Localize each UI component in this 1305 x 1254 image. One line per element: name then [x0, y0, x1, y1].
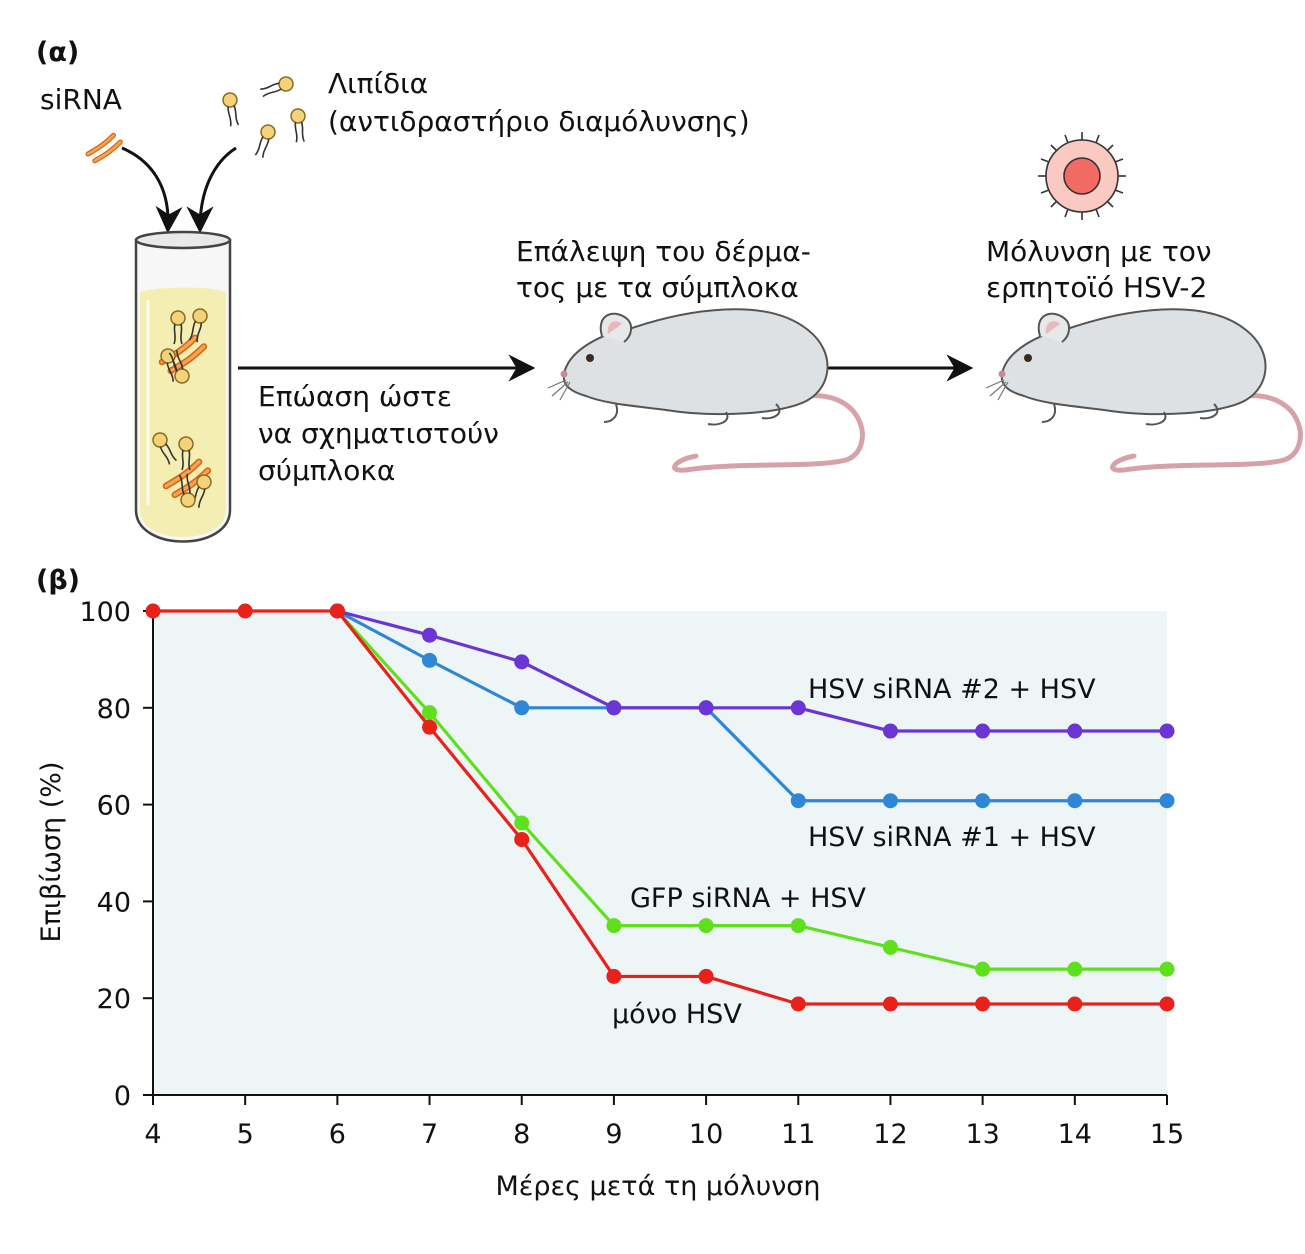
data-point [606, 700, 622, 716]
series-label-sirna2: HSV siRNA #2 + HSV [808, 674, 1096, 705]
data-point [329, 603, 345, 619]
virus-icon [1038, 132, 1126, 220]
x-tick-label: 9 [605, 1119, 622, 1150]
series-line [153, 609, 1167, 1006]
y-tick-label: 40 [97, 887, 131, 918]
y-tick-label: 0 [114, 1081, 131, 1112]
data-point [514, 654, 530, 670]
data-point [698, 968, 714, 984]
survival-chart: 0 20 40 60 80 100 4 5 6 7 8 9 10 11 12 13 14 15 HSV siRNA… [36, 597, 1184, 1202]
series-line [336, 609, 1167, 803]
x-tick-label: 4 [144, 1119, 161, 1150]
data-point [1067, 996, 1083, 1012]
series-line [336, 609, 1167, 733]
data-point [975, 723, 991, 739]
panel-a-label: (α) [36, 37, 80, 68]
data-point [882, 996, 898, 1012]
lipid-molecules-icon [221, 74, 309, 160]
data-point [975, 793, 991, 809]
sirna-arrow [121, 146, 183, 234]
x-tick-label: 14 [1058, 1119, 1092, 1150]
data-point [514, 815, 530, 831]
x-tick-label: 10 [689, 1119, 723, 1150]
x-axis-title: Μέρες μετά τη μόλυνση [495, 1171, 820, 1202]
data-point [606, 918, 622, 934]
skin-application-label: Επάλειψη του δέρμα- τος με τα σύμπλοκα [516, 235, 811, 305]
x-tick-label: 13 [965, 1119, 999, 1150]
series-label-gfp: GFP siRNA + HSV [630, 883, 867, 914]
data-point [145, 603, 161, 619]
sirna-strand-icon [88, 135, 120, 161]
plot-background [153, 611, 1167, 1095]
x-tick-label: 11 [781, 1119, 815, 1150]
lipids-sublabel: (αντιδραστήριο διαμόλυνσης) [328, 105, 750, 138]
series-layer [145, 603, 1175, 1012]
data-point [1067, 961, 1083, 977]
data-point [790, 918, 806, 934]
y-tick-label: 100 [79, 597, 131, 628]
series-3 [145, 603, 1175, 1012]
data-point [698, 918, 714, 934]
y-tick-label: 20 [97, 984, 131, 1015]
incubation-label: Επώαση ώστε να σχηματιστούν σύμπλοκα [258, 380, 499, 488]
test-tube-icon [134, 230, 232, 543]
data-point [1159, 793, 1175, 809]
data-point [514, 700, 530, 716]
y-tick-label: 60 [97, 791, 131, 822]
x-tick-label: 12 [873, 1119, 907, 1150]
mouse-treated-icon [548, 309, 862, 470]
data-point [975, 961, 991, 977]
data-point [422, 705, 438, 721]
schematic-illustration [0, 74, 1305, 543]
y-axis-title: Επιβίωση (%) [36, 762, 67, 943]
x-tick-label: 8 [513, 1119, 530, 1150]
data-point [606, 968, 622, 984]
data-point [422, 627, 438, 643]
data-point [1067, 723, 1083, 739]
data-point [698, 700, 714, 716]
series-label-hsv-only: μόνο HSV [612, 999, 742, 1030]
data-point [790, 700, 806, 716]
data-point [790, 793, 806, 809]
mouse-infected-icon [986, 309, 1300, 470]
panel-b-label: (β) [36, 565, 81, 596]
data-point [882, 939, 898, 955]
series-2 [329, 603, 1175, 977]
data-point [1159, 961, 1175, 977]
lipids-label: Λιπίδια [328, 67, 429, 100]
data-point [975, 996, 991, 1012]
data-point [1159, 996, 1175, 1012]
series-line [336, 609, 1167, 971]
data-point [882, 793, 898, 809]
x-tick-label: 7 [421, 1119, 438, 1150]
lipid-arrow [186, 146, 237, 234]
data-point [422, 719, 438, 735]
x-tick-label: 15 [1150, 1119, 1184, 1150]
data-point [422, 652, 438, 668]
data-point [1159, 723, 1175, 739]
infection-label: Μόλυνση με τον ερπητοϊό HSV-2 [986, 235, 1212, 305]
series-label-sirna1: HSV siRNA #1 + HSV [808, 822, 1096, 853]
data-point [790, 996, 806, 1012]
data-point [237, 603, 253, 619]
axes: 0 20 40 60 80 100 4 5 6 7 8 9 10 11 12 13 14 15 [79, 597, 1184, 1150]
x-tick-label: 6 [329, 1119, 346, 1150]
x-tick-label: 5 [237, 1119, 254, 1150]
data-point [882, 723, 898, 739]
data-point [514, 831, 530, 847]
y-tick-label: 80 [97, 694, 131, 725]
data-point [1067, 793, 1083, 809]
sirna-label: siRNA [40, 83, 122, 116]
